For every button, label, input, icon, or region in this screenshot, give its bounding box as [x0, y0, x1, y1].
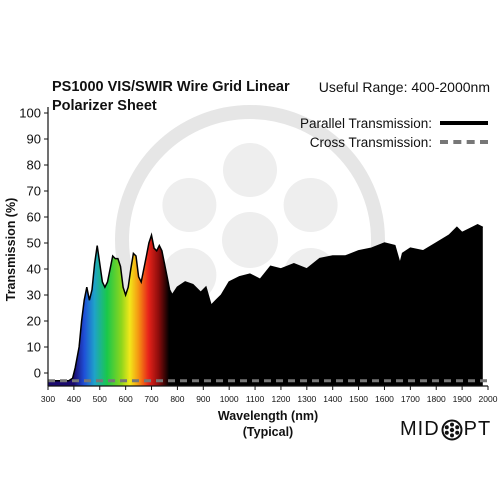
- watermark-dot: [222, 212, 278, 268]
- logo-text-left: MID: [400, 418, 440, 440]
- x-tick-label: 1200: [271, 394, 290, 404]
- x-tick-label: 600: [119, 394, 133, 404]
- y-tick-label: 40: [27, 262, 41, 277]
- logo-mark-icon: [441, 419, 463, 440]
- watermark-dot: [223, 143, 277, 197]
- x-tick-label: 1500: [349, 394, 368, 404]
- chart-title: PS1000 VIS/SWIR Wire Grid Linear Polariz…: [52, 79, 290, 114]
- y-tick-label: 90: [27, 132, 41, 147]
- series-area-parallel: [48, 224, 483, 386]
- x-tick-label: 1700: [401, 394, 420, 404]
- watermark-dot: [162, 178, 217, 232]
- y-axis-label: Transmission (%): [4, 198, 18, 302]
- y-tick-label: 70: [27, 184, 41, 199]
- series-line-parallel: [48, 223, 484, 382]
- logo-text-right: PT: [463, 418, 492, 440]
- x-tick-label: 1400: [323, 394, 342, 404]
- y-tick-label: 100: [19, 106, 41, 121]
- axes: 0 10 20 30 40 50 60 70 80 90 100 300 400 500 600 700 800…: [4, 106, 498, 440]
- plot-area: [48, 223, 488, 386]
- y-tick-label: 10: [27, 340, 41, 355]
- y-tick-label: 30: [27, 288, 41, 303]
- watermark-dot: [283, 178, 338, 232]
- x-axis-label: Wavelength (nm): [218, 409, 318, 423]
- x-tick-label: 1900: [453, 394, 472, 404]
- x-tick-label: 1600: [375, 394, 394, 404]
- y-tick-label: 60: [27, 210, 41, 225]
- x-tick-label: 1100: [246, 394, 265, 404]
- legend-label-parallel: Parallel Transmission:: [299, 115, 432, 131]
- x-tick-label: 400: [67, 394, 81, 404]
- y-tick-label: 80: [27, 158, 41, 173]
- x-tick-label: 1000: [220, 394, 239, 404]
- legend-label-cross: Cross Transmission:: [309, 134, 432, 150]
- brand-logo: MID PT: [400, 418, 491, 441]
- legend-swatch-parallel: [440, 121, 488, 125]
- x-tick-label: 300: [41, 394, 55, 404]
- y-tick-label: 50: [27, 236, 41, 251]
- x-tick-label: 900: [196, 394, 210, 404]
- legend-item-cross: Cross Transmission:: [310, 133, 488, 151]
- x-tick-label: 700: [144, 394, 158, 404]
- x-tick-label: 800: [170, 394, 184, 404]
- x-axis-sublabel: (Typical): [243, 425, 293, 439]
- y-tick-label: 20: [27, 314, 41, 329]
- legend-item-parallel: Parallel Transmission:: [300, 114, 488, 132]
- x-tick-label: 500: [93, 394, 107, 404]
- x-tick-label: 2000: [479, 394, 498, 404]
- chart-subtitle: Useful Range: 400-2000nm: [318, 79, 490, 95]
- y-tick-label: 0: [34, 366, 41, 381]
- x-tick-label: 1300: [297, 394, 316, 404]
- legend-swatch-cross: [440, 140, 488, 144]
- x-tick-label: 1800: [427, 394, 446, 404]
